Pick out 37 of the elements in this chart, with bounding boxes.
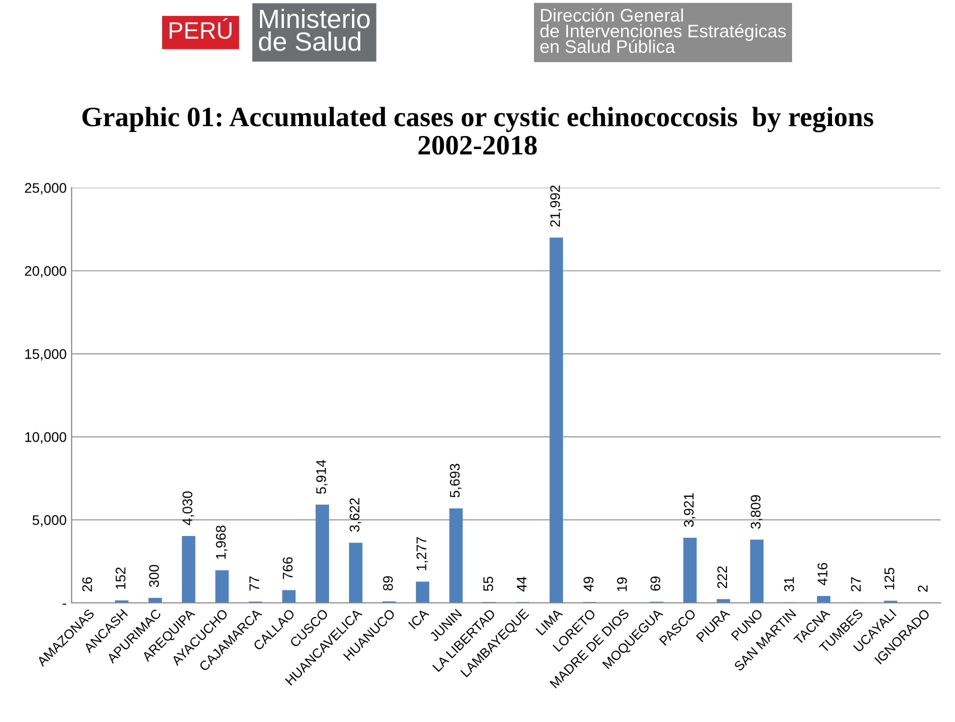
data-label: 27 [851,577,861,592]
data-label: 2 [918,585,928,592]
text: PERÚ [170,18,232,39]
data-label: 4,030 [182,491,194,526]
data-label: 416 [818,563,828,586]
data-label: 125 [884,568,894,590]
data-label: 152 [116,567,126,589]
y-tick-label: 15,000 [25,349,66,361]
data-label: 3,622 [350,498,362,532]
data-label: 69 [650,576,660,591]
data-label: 44 [516,576,526,592]
data-label: 3,921 [684,493,696,527]
y-tick-label: - [62,604,66,605]
data-label: 5,693 [450,464,462,498]
data-label: 31 [784,577,794,592]
text: Ministerio de Salud [258,8,370,51]
chart-title: Graphic 01: Accumulated cases or cystic echinococcosis by regions 2002-2018 [82,106,874,155]
data-label: 1,968 [216,526,228,559]
data-label: 77 [250,576,260,590]
data-label: 55 [483,576,494,592]
data-label: 26 [82,577,92,592]
y-tick-label: 20,000 [24,266,66,278]
data-label: 19 [617,577,627,592]
data-label: 766 [282,557,293,580]
y-tick-label: 5,000 [32,515,66,527]
y-tick-label: 10,000 [25,432,66,444]
y-tick-label: 25,000 [24,183,66,195]
data-label: 21,992 [550,186,562,227]
data-label: 1,277 [416,537,428,570]
data-label: 5,914 [316,460,328,494]
data-label: 222 [717,566,728,588]
data-label: 49 [584,576,594,592]
text: Dirección General de Intervenciones Estratégicas en Salud Pública [540,8,786,53]
data-label: 300 [149,564,159,587]
data-label: 3,809 [750,495,762,529]
x-tick-label: ICA [408,608,430,630]
data-label: 89 [383,576,393,590]
